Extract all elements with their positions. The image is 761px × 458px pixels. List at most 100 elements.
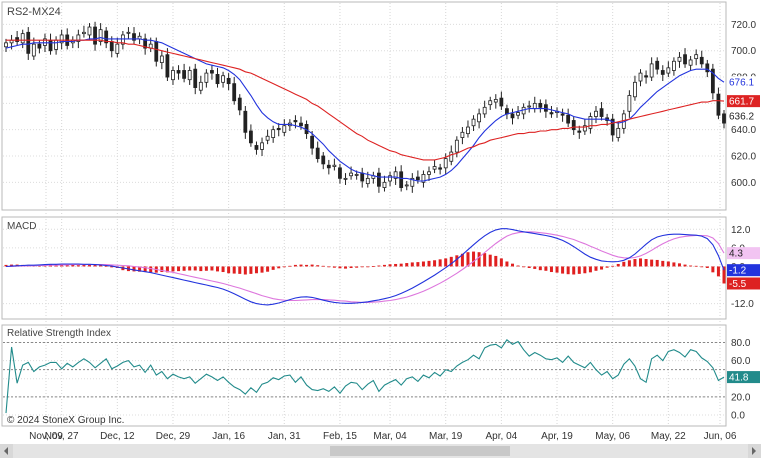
candle-body — [120, 34, 125, 45]
candle-body — [321, 155, 326, 165]
candle-body — [365, 177, 370, 185]
macd-histogram-bar — [65, 264, 69, 267]
macd-histogram-bar — [427, 260, 431, 267]
macd-histogram-bar — [583, 266, 587, 274]
candle-body — [560, 113, 565, 116]
x-tick-label: Jun, 06 — [704, 431, 737, 442]
candle-body — [460, 131, 465, 138]
macd-histogram-bar — [182, 266, 186, 271]
candle-body — [499, 97, 504, 107]
macd-signal-flag-box — [727, 247, 760, 260]
macd-histogram-bar — [694, 265, 698, 267]
macd-histogram-bar — [561, 266, 565, 274]
macd-tick-label: -12.0 — [731, 299, 754, 310]
macd-histogram-bar — [433, 260, 437, 267]
candle-body — [432, 166, 437, 170]
candle-body — [343, 177, 348, 180]
candle-body — [594, 110, 598, 117]
price-tick-label: 700.0 — [731, 46, 756, 57]
candle-body — [26, 31, 31, 54]
candle-body — [176, 70, 181, 74]
candle-body — [254, 145, 259, 150]
rsi-panel — [1, 324, 727, 427]
candle-body — [393, 171, 398, 179]
candle-body — [454, 139, 459, 153]
price-candles — [4, 21, 726, 193]
candle-body — [399, 171, 404, 188]
candle-body — [427, 171, 431, 175]
candle-body — [204, 72, 209, 83]
macd-histogram-bar — [633, 259, 637, 267]
macd-histogram-bar — [193, 266, 197, 271]
scrollbar-thumb[interactable] — [330, 446, 510, 456]
macd-histogram-bar — [505, 261, 509, 267]
candle-body — [421, 174, 426, 183]
candle-body — [98, 29, 103, 42]
macd-tick-label: 12.0 — [731, 225, 751, 236]
last-price-flag-text: 636.2 — [729, 112, 754, 123]
macd-histogram-bar — [394, 263, 398, 267]
macd-histogram-bar — [549, 266, 553, 273]
macd-histogram-bar — [444, 258, 448, 267]
macd-line — [5, 228, 725, 306]
candle-body — [694, 54, 699, 60]
price-tick-label: 720.0 — [731, 20, 756, 31]
candle-body — [165, 54, 170, 78]
candle-body — [543, 104, 548, 112]
macd-histogram-bar — [371, 266, 375, 267]
rsi-line — [5, 338, 725, 414]
macd-histogram-bar — [650, 259, 654, 267]
macd-histogram-bar — [705, 266, 709, 268]
candle-body — [449, 151, 454, 162]
macd-histogram-bar — [149, 266, 153, 273]
macd-histogram-bar — [99, 265, 103, 267]
macd-histogram-bar — [627, 260, 631, 267]
candle-body — [633, 81, 637, 98]
x-tick-label: May, 06 — [595, 431, 630, 442]
candle-body — [232, 83, 237, 102]
macd-histogram-bar — [332, 266, 336, 268]
x-tick-label: Nov, 09 — [29, 431, 63, 442]
candle-body — [493, 99, 498, 103]
macd-histogram-bar — [210, 266, 214, 271]
macd-histogram-bar — [555, 266, 559, 273]
candle-body — [415, 176, 420, 181]
macd-histogram-bar — [10, 264, 14, 267]
candle-body — [443, 158, 448, 169]
macd-histogram-bar — [449, 256, 453, 267]
candle-body — [221, 75, 225, 83]
macd-histogram-bar — [344, 266, 348, 269]
candle-body — [477, 113, 482, 123]
macd-histogram-bar — [266, 266, 270, 272]
candle-body — [20, 33, 25, 44]
candle-body — [388, 175, 392, 182]
candle-body — [677, 56, 682, 62]
macd-histogram-bar — [494, 255, 498, 267]
macd-histogram-bar — [711, 266, 715, 273]
macd-histogram-bar — [455, 255, 459, 267]
macd-histogram-bar — [538, 266, 542, 271]
macd-histogram-bar — [171, 266, 175, 272]
macd-histogram-bar — [616, 263, 620, 267]
macd-histogram-bar — [477, 252, 481, 267]
candle-body — [532, 102, 537, 110]
macd-histogram-bar — [388, 264, 392, 267]
candle-body — [54, 39, 58, 50]
macd-histogram-bar — [355, 266, 359, 268]
macd-histogram-bar — [377, 265, 381, 267]
candle-body — [377, 172, 381, 187]
candle-body — [326, 164, 331, 169]
macd-histogram-bar — [416, 262, 420, 267]
macd-histogram-bar — [277, 266, 281, 269]
macd-histogram-bar — [522, 266, 526, 268]
candle-body — [48, 39, 53, 52]
candle-body — [571, 120, 576, 131]
macd-histogram-bar — [305, 264, 309, 267]
slow-ma-flag-text: 661.7 — [729, 97, 754, 108]
macd-histogram-bar — [282, 266, 286, 268]
macd-histogram-bar — [488, 254, 492, 267]
x-tick-label: Feb, 15 — [323, 431, 357, 442]
macd-histogram-bar — [71, 264, 75, 267]
macd-histogram-bar — [360, 266, 364, 268]
candle-body — [510, 113, 515, 119]
